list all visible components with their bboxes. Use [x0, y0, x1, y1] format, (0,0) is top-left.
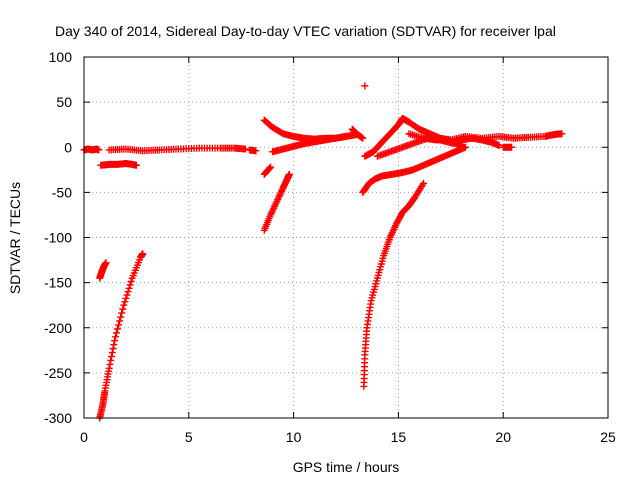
series-5: [96, 259, 110, 282]
data-point: [126, 281, 134, 289]
data-point: [116, 317, 124, 325]
data-point: [252, 147, 260, 155]
x-tick-label: 15: [391, 429, 407, 445]
y-tick-label: -200: [44, 320, 72, 336]
data-point: [125, 284, 133, 292]
y-tick-label: -150: [44, 275, 72, 291]
y-tick-label: -250: [44, 365, 72, 381]
series-12: [361, 82, 369, 90]
data-point: [122, 294, 130, 302]
series-3: [105, 144, 249, 155]
data-point: [119, 305, 127, 313]
data-point: [420, 179, 428, 187]
series-11: [348, 125, 367, 142]
data-points: [80, 82, 566, 422]
data-point: [114, 325, 122, 333]
data-point: [139, 250, 147, 258]
data-point: [121, 298, 129, 306]
series-18: [447, 134, 503, 149]
data-point: [111, 333, 119, 341]
data-point: [342, 132, 350, 140]
data-point: [241, 145, 249, 153]
data-point: [112, 329, 120, 337]
data-point: [110, 341, 118, 349]
data-point: [115, 321, 123, 329]
data-point: [285, 170, 293, 178]
data-point: [495, 141, 503, 149]
y-tick-label: -50: [52, 184, 72, 200]
data-point: [118, 309, 126, 317]
data-point: [267, 163, 275, 171]
data-point: [105, 364, 113, 372]
series-14: [359, 143, 469, 196]
data-point: [120, 301, 128, 309]
axis-ticks: 0 5 10 15 20 25 -300 -250 -200 -150 -100 -50 0 50 100: [44, 49, 616, 445]
data-point: [361, 82, 369, 90]
plot-frame: [83, 56, 609, 419]
x-tick-label: 25: [600, 429, 616, 445]
x-tick-label: 10: [286, 429, 302, 445]
data-point: [558, 130, 566, 138]
series-19: [499, 143, 516, 151]
y-axis-label: SDTVAR / TECUs: [7, 182, 23, 294]
series-6: [96, 250, 147, 422]
series-8: [260, 163, 275, 178]
x-axis-label: GPS time / hours: [293, 459, 400, 475]
data-point: [109, 345, 117, 353]
y-tick-label: -300: [44, 410, 72, 426]
data-point: [124, 288, 132, 296]
data-point: [359, 134, 367, 142]
data-point: [461, 143, 469, 151]
data-point: [111, 337, 119, 345]
y-tick-label: 50: [56, 94, 72, 110]
data-point: [106, 360, 114, 368]
series-7: [260, 170, 293, 234]
x-tick-label: 5: [185, 429, 193, 445]
x-tick-label: 0: [80, 429, 88, 445]
y-tick-label: 0: [64, 139, 72, 155]
y-tick-label: 100: [49, 49, 73, 65]
y-tick-label: -100: [44, 230, 72, 246]
data-point: [266, 164, 274, 172]
data-point: [95, 146, 103, 154]
chart-title: Day 340 of 2014, Sidereal Day-to-day VTE…: [55, 23, 556, 39]
series-13: [360, 179, 428, 390]
data-point: [508, 143, 516, 151]
data-point: [127, 277, 135, 285]
data-point: [108, 353, 116, 361]
data-point: [132, 161, 140, 169]
x-tick-label: 20: [495, 429, 511, 445]
series-2: [97, 159, 140, 169]
series-10: [269, 132, 350, 156]
data-point: [123, 291, 131, 299]
data-point: [117, 313, 125, 321]
grid: [84, 57, 608, 418]
data-point: [108, 349, 116, 357]
data-point: [107, 356, 115, 364]
series-4: [246, 146, 260, 155]
data-point: [102, 259, 110, 267]
